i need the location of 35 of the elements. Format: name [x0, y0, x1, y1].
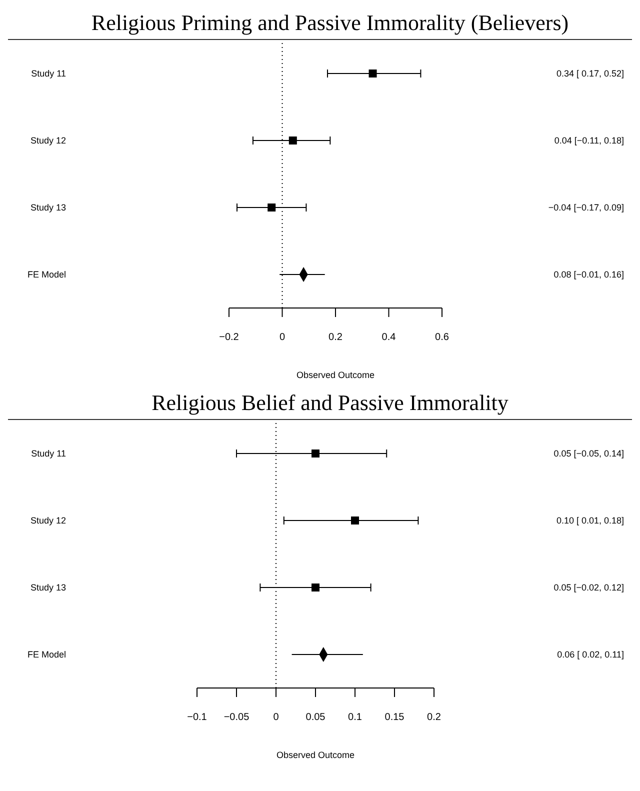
x-axis-title: Observed Outcome [276, 750, 355, 760]
category-label: Study 12 [30, 136, 66, 146]
chart-title: Religious Priming and Passive Immorality (Believers) [90, 9, 570, 37]
x-tick-label: −0.05 [224, 712, 250, 724]
category-label: Study 11 [31, 448, 66, 459]
chart-title: Religious Belief and Passive Immorality [150, 389, 510, 417]
point [368, 70, 377, 78]
category-label: Study 13 [30, 202, 66, 213]
text: 0.06 [ 0.02, 0.11] [557, 650, 624, 660]
category-label: Study 13 [30, 582, 66, 593]
x-tick-label: −0.2 [219, 332, 240, 344]
text: 0.05 [−0.02, 0.12] [554, 582, 624, 592]
category-label: FE Model [27, 270, 66, 280]
point [288, 136, 297, 144]
text: 0.04 [−0.11, 0.18] [554, 136, 624, 146]
text: 0.05 [−0.05, 0.14] [554, 448, 624, 458]
x-tick-label: 0.2 [328, 332, 343, 344]
text: 0.34 [ 0.17, 0.52] [556, 68, 624, 78]
category-label: FE Model [27, 650, 66, 660]
x-tick-label: 0 [279, 332, 286, 344]
category-label: Study 11 [31, 68, 66, 79]
x-axis-title: Observed Outcome [296, 370, 375, 380]
text: 0.10 [ 0.01, 0.18] [556, 516, 624, 526]
x-tick-label: 0.05 [306, 712, 326, 724]
x-tick-label: 0.15 [384, 712, 405, 724]
x-tick-label: 0.1 [348, 712, 362, 724]
point [268, 204, 276, 212]
x-tick-label: −0.1 [187, 712, 208, 724]
x-tick-label: 0.2 [427, 712, 442, 724]
x-tick-label: 0.4 [382, 332, 396, 344]
x-tick-label: 0 [273, 712, 280, 724]
category-label: Study 12 [30, 516, 66, 526]
x-tick-label: 0.6 [435, 332, 450, 344]
text: 0.08 [−0.01, 0.16] [554, 270, 624, 280]
text: −0.04 [−0.17, 0.09] [548, 202, 624, 212]
